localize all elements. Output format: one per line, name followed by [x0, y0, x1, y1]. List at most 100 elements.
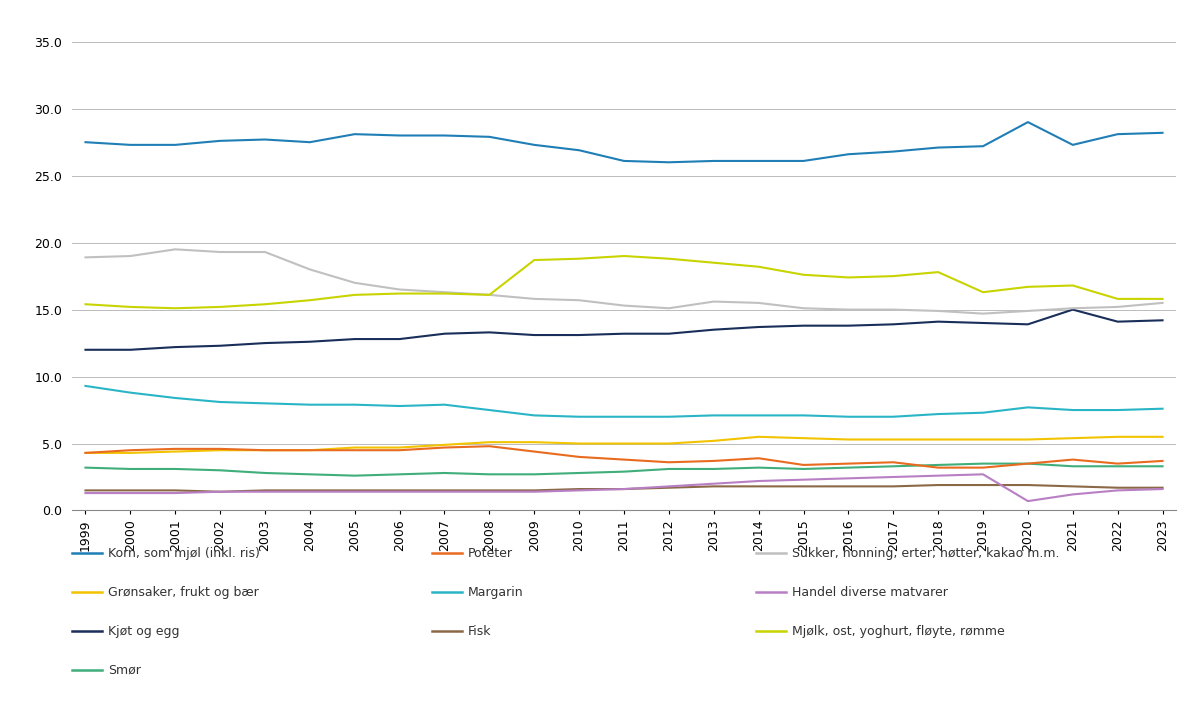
Smør: [1021, 459, 1036, 468]
Text: Smør: Smør: [108, 664, 140, 676]
Grønsaker, frukt og bær: [1021, 435, 1036, 444]
Fisk: [1066, 482, 1080, 491]
Mjølk, ost, yoghurt, fløyte, rømme: [931, 268, 946, 277]
Sukker, honning, erter, nøtter, kakao m.m.: [1021, 307, 1036, 316]
Grønsaker, frukt og bær: [797, 434, 811, 442]
Kjøt og egg: [751, 323, 766, 331]
Handel diverse matvarer: [797, 476, 811, 484]
Poteter: [751, 454, 766, 462]
Smør: [572, 469, 587, 477]
Text: Poteter: Poteter: [468, 547, 514, 559]
Mjølk, ost, yoghurt, fløyte, rømme: [392, 289, 407, 298]
Grønsaker, frukt og bær: [302, 446, 317, 454]
Sukker, honning, erter, nøtter, kakao m.m.: [1110, 303, 1124, 311]
Poteter: [482, 442, 497, 450]
Poteter: [1021, 459, 1036, 468]
Mjølk, ost, yoghurt, fløyte, rømme: [1066, 281, 1080, 290]
Fisk: [841, 482, 856, 491]
Mjølk, ost, yoghurt, fløyte, rømme: [348, 291, 362, 299]
Handel diverse matvarer: [1066, 490, 1080, 498]
Sukker, honning, erter, nøtter, kakao m.m.: [707, 297, 721, 306]
Korn, som mjøl (inkl. ris): [1156, 128, 1170, 137]
Fisk: [437, 486, 451, 495]
Kjøt og egg: [212, 342, 227, 350]
Smør: [707, 464, 721, 473]
Sukker, honning, erter, nøtter, kakao m.m.: [572, 296, 587, 304]
Margarin: [392, 402, 407, 411]
Margarin: [1110, 406, 1124, 414]
Grønsaker, frukt og bær: [931, 435, 946, 444]
Margarin: [751, 411, 766, 420]
Poteter: [392, 446, 407, 454]
Kjøt og egg: [661, 330, 676, 338]
Kjøt og egg: [437, 330, 451, 338]
Kjøt og egg: [976, 319, 990, 328]
Margarin: [527, 411, 541, 420]
Grønsaker, frukt og bær: [751, 432, 766, 441]
Korn, som mjøl (inkl. ris): [482, 133, 497, 141]
Korn, som mjøl (inkl. ris): [392, 131, 407, 140]
Korn, som mjøl (inkl. ris): [886, 147, 900, 156]
Kjøt og egg: [1066, 306, 1080, 314]
Fisk: [302, 486, 317, 495]
Sukker, honning, erter, nøtter, kakao m.m.: [797, 304, 811, 313]
Grønsaker, frukt og bær: [886, 435, 900, 444]
Mjølk, ost, yoghurt, fløyte, rømme: [751, 262, 766, 271]
Mjølk, ost, yoghurt, fløyte, rømme: [661, 255, 676, 263]
Smør: [527, 470, 541, 479]
Poteter: [258, 446, 272, 454]
Grønsaker, frukt og bær: [168, 447, 182, 456]
Smør: [886, 462, 900, 471]
Poteter: [78, 449, 92, 457]
Mjølk, ost, yoghurt, fløyte, rømme: [527, 256, 541, 264]
Kjøt og egg: [1156, 316, 1170, 325]
Margarin: [1021, 403, 1036, 412]
Mjølk, ost, yoghurt, fløyte, rømme: [841, 273, 856, 281]
Kjøt og egg: [707, 325, 721, 334]
Mjølk, ost, yoghurt, fløyte, rømme: [1156, 295, 1170, 303]
Kjøt og egg: [78, 345, 92, 354]
Korn, som mjøl (inkl. ris): [437, 131, 451, 140]
Poteter: [707, 457, 721, 465]
Kjøt og egg: [482, 328, 497, 337]
Handel diverse matvarer: [258, 488, 272, 496]
Sukker, honning, erter, nøtter, kakao m.m.: [1066, 304, 1080, 313]
Sukker, honning, erter, nøtter, kakao m.m.: [751, 298, 766, 307]
Mjølk, ost, yoghurt, fløyte, rømme: [437, 289, 451, 298]
Grønsaker, frukt og bær: [258, 446, 272, 454]
Kjøt og egg: [124, 345, 138, 354]
Korn, som mjøl (inkl. ris): [841, 150, 856, 159]
Kjøt og egg: [1021, 320, 1036, 328]
Mjølk, ost, yoghurt, fløyte, rømme: [482, 291, 497, 299]
Smør: [1156, 462, 1170, 471]
Kjøt og egg: [392, 335, 407, 343]
Mjølk, ost, yoghurt, fløyte, rømme: [78, 300, 92, 308]
Sukker, honning, erter, nøtter, kakao m.m.: [348, 279, 362, 287]
Smør: [258, 469, 272, 477]
Sukker, honning, erter, nøtter, kakao m.m.: [661, 304, 676, 313]
Line: Handel diverse matvarer: Handel diverse matvarer: [85, 474, 1163, 501]
Korn, som mjøl (inkl. ris): [1110, 130, 1124, 138]
Handel diverse matvarer: [482, 488, 497, 496]
Margarin: [78, 381, 92, 390]
Fisk: [1021, 481, 1036, 489]
Korn, som mjøl (inkl. ris): [527, 140, 541, 149]
Poteter: [976, 464, 990, 472]
Smør: [751, 464, 766, 472]
Grønsaker, frukt og bær: [707, 437, 721, 445]
Handel diverse matvarer: [617, 485, 631, 493]
Korn, som mjøl (inkl. ris): [302, 138, 317, 147]
Poteter: [931, 464, 946, 472]
Sukker, honning, erter, nøtter, kakao m.m.: [527, 295, 541, 303]
Mjølk, ost, yoghurt, fløyte, rømme: [707, 259, 721, 267]
Text: Grønsaker, frukt og bær: Grønsaker, frukt og bær: [108, 586, 259, 598]
Grønsaker, frukt og bær: [1066, 434, 1080, 442]
Margarin: [348, 401, 362, 409]
Grønsaker, frukt og bær: [1156, 432, 1170, 441]
Mjølk, ost, yoghurt, fløyte, rømme: [617, 252, 631, 260]
Korn, som mjøl (inkl. ris): [1021, 118, 1036, 126]
Korn, som mjøl (inkl. ris): [617, 157, 631, 165]
Smør: [797, 464, 811, 473]
Fisk: [707, 482, 721, 491]
Poteter: [348, 446, 362, 454]
